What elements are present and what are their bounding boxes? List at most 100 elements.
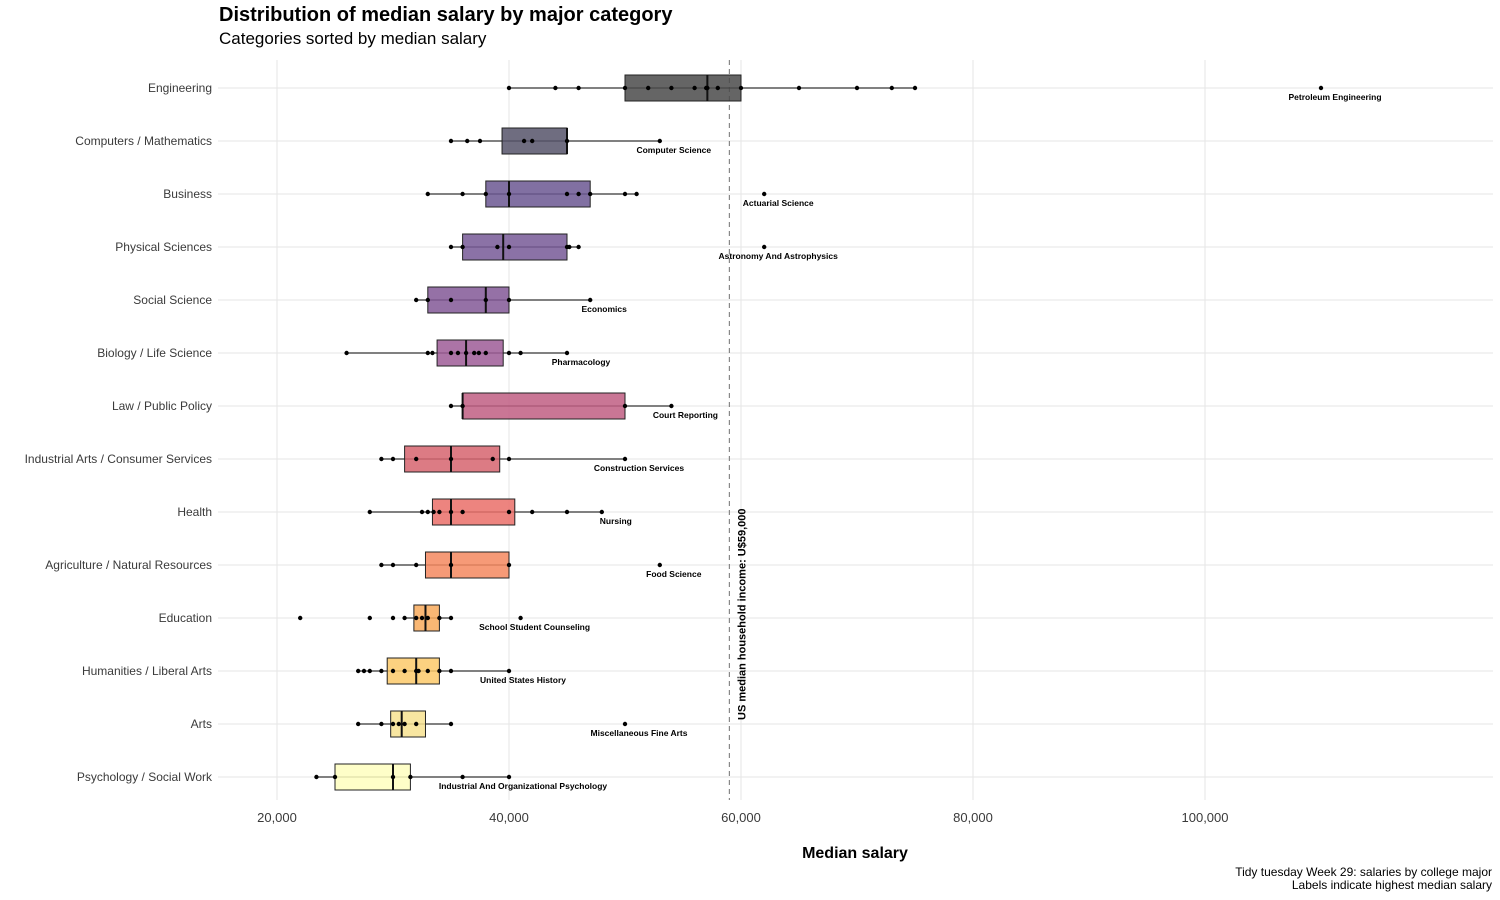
data-point	[356, 721, 361, 727]
data-point	[419, 509, 425, 515]
data-point	[390, 774, 396, 780]
data-point	[448, 509, 454, 515]
data-point	[692, 85, 697, 91]
data-point	[715, 85, 720, 91]
data-point	[390, 615, 396, 621]
data-point	[634, 191, 639, 197]
top-salary-label: Pharmacology	[552, 357, 611, 367]
box	[624, 74, 742, 102]
category-label: Arts	[191, 717, 212, 731]
x-tick-label: 20,000	[257, 810, 297, 825]
top-salary-label: United States History	[480, 675, 566, 685]
data-point	[1318, 85, 1324, 91]
x-tick-label: 40,000	[489, 810, 529, 825]
data-point	[448, 350, 454, 356]
x-tick-label: 60,000	[721, 810, 761, 825]
data-point	[705, 85, 710, 91]
data-point	[314, 774, 319, 780]
data-point	[460, 403, 465, 409]
data-point	[448, 562, 454, 568]
x-tick-label: 100,000	[1182, 810, 1229, 825]
data-point	[506, 85, 512, 91]
data-point	[448, 615, 454, 621]
data-point	[506, 774, 512, 780]
data-point	[657, 138, 662, 144]
data-point	[396, 721, 401, 727]
data-point	[483, 191, 488, 197]
data-point	[460, 774, 465, 780]
chart-subtitle: Categories sorted by median salary	[219, 29, 487, 48]
data-point	[506, 668, 512, 674]
data-point	[463, 350, 469, 356]
data-point	[912, 85, 918, 91]
category-label: Computers / Mathematics	[75, 134, 212, 148]
data-point	[425, 668, 430, 674]
top-salary-label: Miscellaneous Fine Arts	[591, 728, 688, 738]
data-point	[425, 297, 430, 303]
data-point	[622, 85, 628, 91]
box	[334, 763, 411, 791]
data-point	[425, 615, 430, 621]
data-point	[460, 191, 465, 197]
data-point	[889, 85, 894, 91]
data-point	[344, 350, 349, 356]
data-point	[472, 350, 477, 356]
data-point	[390, 456, 396, 462]
data-point	[567, 244, 572, 250]
data-point	[437, 615, 442, 621]
data-point	[669, 403, 674, 409]
data-point	[506, 297, 512, 303]
category-label: Physical Sciences	[115, 240, 212, 254]
data-point	[530, 138, 535, 144]
data-point	[576, 244, 581, 250]
data-point	[437, 509, 442, 515]
data-point	[506, 562, 512, 568]
data-point	[646, 85, 651, 91]
data-point	[448, 403, 454, 409]
data-point	[854, 85, 860, 91]
data-point	[414, 562, 419, 568]
data-point	[390, 721, 396, 727]
data-point	[588, 297, 593, 303]
data-point	[390, 562, 396, 568]
data-point	[622, 721, 628, 727]
data-point	[506, 509, 512, 515]
data-point	[425, 509, 430, 515]
top-salary-label: Computer Science	[636, 145, 711, 155]
box	[427, 286, 510, 314]
category-label: Business	[163, 187, 212, 201]
data-point	[477, 138, 483, 144]
data-point	[460, 509, 465, 515]
data-point	[448, 668, 454, 674]
data-point	[622, 191, 628, 197]
top-salary-label: Economics	[582, 304, 628, 314]
data-point	[576, 85, 581, 91]
data-point	[762, 244, 767, 250]
category-label: Social Science	[133, 293, 212, 307]
data-point	[448, 138, 454, 144]
data-point	[419, 615, 425, 621]
category-label: Humanities / Liberal Arts	[82, 664, 212, 678]
data-point	[448, 456, 454, 462]
data-point	[455, 350, 461, 356]
data-point	[530, 509, 535, 515]
data-point	[356, 668, 361, 674]
data-point	[622, 403, 628, 409]
data-point	[298, 615, 303, 621]
data-point	[402, 668, 407, 674]
data-point	[431, 509, 436, 515]
top-salary-label: Astronomy And Astrophysics	[719, 251, 839, 261]
top-salary-label: School Student Counseling	[479, 622, 590, 632]
top-salary-label: Food Science	[646, 569, 702, 579]
caption-line-1: Tidy tuesday Week 29: salaries by colleg…	[1235, 865, 1492, 879]
data-point	[332, 774, 338, 780]
data-point	[553, 85, 558, 91]
data-point	[521, 138, 527, 144]
category-label: Education	[159, 611, 212, 625]
top-salary-label: Industrial And Organizational Psychology	[439, 781, 608, 791]
data-point	[738, 85, 744, 91]
data-point	[414, 297, 419, 303]
data-point	[448, 721, 454, 727]
data-point	[460, 244, 465, 250]
top-salary-label: Nursing	[600, 516, 632, 526]
